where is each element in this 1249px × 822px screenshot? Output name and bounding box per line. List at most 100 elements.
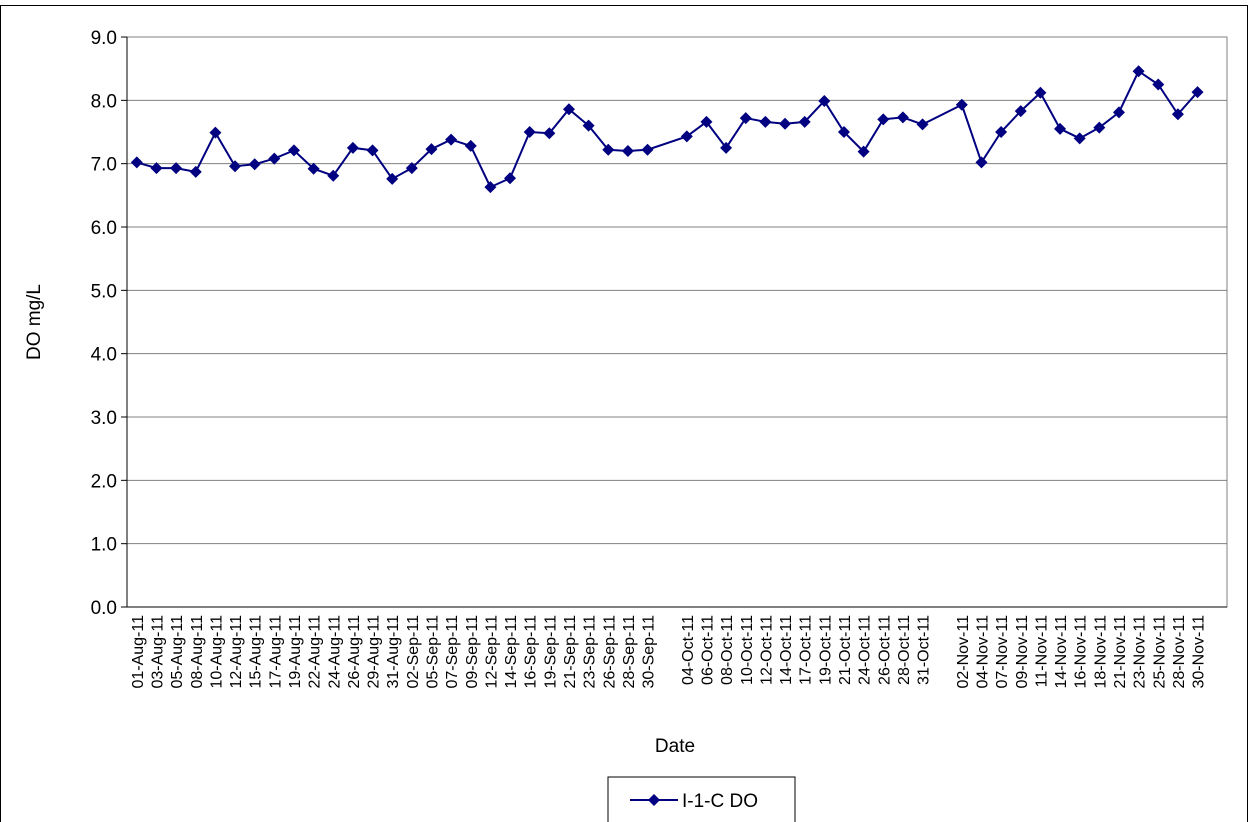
x-tick-label: 10-Oct-11 (739, 615, 756, 685)
x-tick-label: 11-Nov-11 (1033, 615, 1050, 687)
data-point (1073, 132, 1086, 145)
y-tick-label: 7.0 (91, 155, 117, 176)
x-tick-label: 21-Nov-11 (1112, 615, 1129, 689)
y-tick-label: 2.0 (91, 471, 117, 492)
x-tick-label: 09-Sep-11 (464, 615, 481, 689)
x-tick-label: 28-Oct-11 (896, 615, 913, 685)
data-point (189, 165, 202, 178)
data-point (346, 141, 359, 154)
data-point (818, 94, 831, 107)
data-point (621, 145, 634, 157)
data-point (837, 126, 850, 138)
x-tick-label: 29-Aug-11 (366, 615, 383, 689)
x-tick-label: 22-Aug-11 (307, 615, 324, 689)
x-tick-label: 03-Aug-11 (149, 615, 166, 689)
x-tick-label: 12-Oct-11 (758, 615, 775, 685)
x-tick-label: 05-Aug-11 (169, 615, 186, 689)
x-tick-label: 17-Aug-11 (267, 615, 284, 689)
x-tick-label: 14-Sep-11 (503, 615, 520, 689)
x-tick-label: 31-Oct-11 (916, 615, 933, 685)
y-tick-label: 4.0 (91, 345, 117, 366)
x-tick-label: 19-Oct-11 (817, 615, 834, 685)
x-tick-label: 30-Sep-11 (641, 615, 658, 689)
y-tick-label: 1.0 (91, 535, 117, 556)
data-point (1093, 121, 1106, 134)
x-tick-label: 26-Aug-11 (346, 615, 363, 689)
data-point (484, 181, 497, 194)
data-point (995, 126, 1008, 138)
x-tick-label: 28-Nov-11 (1171, 615, 1188, 689)
y-tick-label: 6.0 (91, 218, 117, 239)
y-tick-label: 5.0 (91, 281, 117, 302)
y-tick-label: 3.0 (91, 408, 117, 429)
x-tick-label: 04-Nov-11 (974, 615, 991, 689)
data-point (562, 103, 575, 116)
data-point (582, 119, 595, 132)
x-tick-label: 26-Sep-11 (601, 615, 618, 689)
data-point (1054, 122, 1067, 135)
data-point (150, 162, 163, 175)
y-tick-label: 9.0 (91, 28, 117, 49)
x-tick-label: 16-Nov-11 (1073, 615, 1090, 689)
data-point (739, 112, 752, 125)
y-axis-title: DO mg/L (24, 284, 45, 360)
x-tick-label: 14-Oct-11 (778, 615, 795, 685)
x-tick-label: 15-Aug-11 (248, 615, 265, 689)
data-point (896, 111, 909, 124)
x-tick-label: 01-Aug-11 (130, 615, 147, 689)
x-tick-label: 18-Nov-11 (1092, 615, 1109, 689)
data-point (1132, 65, 1145, 78)
data-point (680, 130, 693, 143)
x-tick-label: 07-Sep-11 (444, 615, 461, 689)
legend-marker (648, 794, 660, 806)
data-point (386, 172, 399, 185)
data-point (287, 144, 300, 157)
data-point (700, 115, 713, 128)
x-tick-label: 24-Aug-11 (326, 615, 343, 689)
x-tick-label: 12-Aug-11 (228, 615, 245, 689)
x-tick-label: 31-Aug-11 (385, 615, 402, 689)
data-point (1014, 105, 1027, 118)
x-tick-label: 14-Nov-11 (1053, 615, 1070, 689)
y-tick-label: 8.0 (91, 91, 117, 112)
x-tick-label: 02-Nov-11 (955, 615, 972, 689)
data-point (366, 144, 379, 157)
x-tick-label: 25-Nov-11 (1151, 615, 1168, 689)
x-tick-label: 23-Nov-11 (1132, 615, 1149, 689)
data-point (248, 158, 261, 171)
x-tick-label: 19-Aug-11 (287, 615, 304, 689)
data-point (975, 156, 988, 169)
data-point (720, 141, 733, 154)
data-point (1034, 86, 1047, 99)
x-tick-label: 02-Sep-11 (405, 615, 422, 689)
y-tick-label: 0.0 (91, 598, 117, 619)
x-tick-label: 04-Oct-11 (680, 615, 697, 685)
data-point (759, 115, 772, 128)
data-point (798, 115, 811, 128)
data-point (464, 139, 477, 152)
x-tick-label: 09-Nov-11 (1014, 615, 1031, 689)
data-point (327, 169, 340, 182)
legend-label: I-1-C DO (682, 791, 758, 812)
data-point (779, 117, 792, 130)
x-tick-label: 08-Aug-11 (189, 615, 206, 689)
data-point (170, 162, 183, 175)
plot-area (126, 36, 1228, 608)
x-tick-label: 16-Sep-11 (523, 615, 540, 689)
data-point (209, 126, 222, 139)
data-point (955, 98, 968, 111)
data-point (877, 113, 890, 126)
data-point (268, 152, 281, 165)
x-tick-label: 28-Sep-11 (621, 615, 638, 689)
data-point (307, 162, 320, 175)
data-point (857, 145, 870, 158)
x-tick-label: 17-Oct-11 (798, 615, 815, 685)
data-point (602, 143, 615, 156)
x-tick-label: 21-Sep-11 (562, 615, 579, 689)
data-point (504, 172, 517, 185)
data-point (1191, 86, 1204, 99)
x-tick-label: 30-Nov-11 (1191, 615, 1208, 689)
x-tick-label: 26-Oct-11 (876, 615, 893, 685)
x-tick-label: 12-Sep-11 (483, 615, 500, 689)
data-point (405, 162, 418, 175)
